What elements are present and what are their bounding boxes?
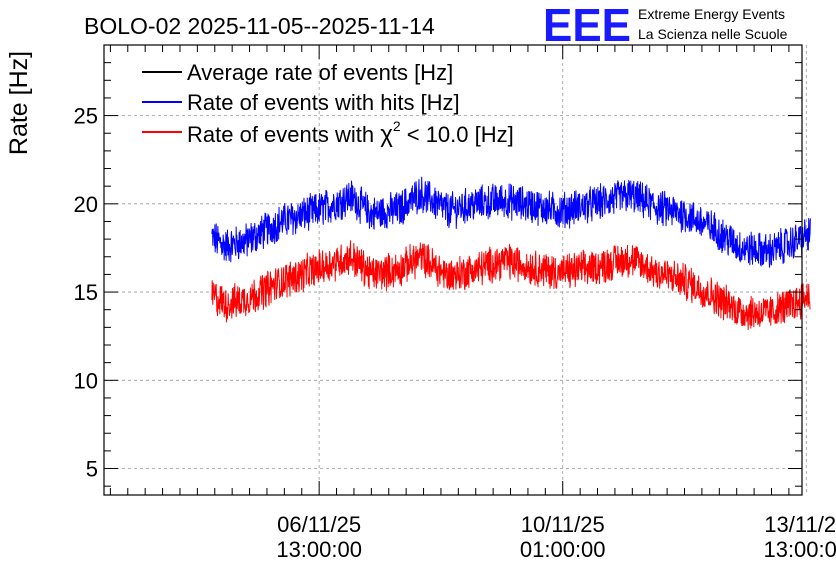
- y-tick-label: 20: [74, 192, 98, 217]
- y-tick-label: 10: [74, 368, 98, 393]
- series-line-1: [211, 176, 811, 268]
- chart-title: BOLO-02 2025-11-05--2025-11-14: [84, 13, 435, 39]
- x-tick-label-time: 13:00:00: [276, 537, 362, 562]
- legend-label-hits: Rate of events with hits [Hz]: [187, 90, 460, 115]
- legend: Average rate of events [Hz] Rate of even…: [142, 60, 514, 148]
- legend-label-average: Average rate of events [Hz]: [187, 60, 453, 85]
- series-layer: [211, 176, 811, 331]
- y-tick-label: 15: [74, 280, 98, 305]
- y-tick-labels: 5 10 15 20 25: [74, 104, 98, 482]
- series-line-2: [211, 240, 811, 331]
- logo-line2: La Scienza nelle Scuole: [638, 26, 788, 42]
- x-tick-label-time: 01:00:00: [520, 537, 606, 562]
- x-tick-labels: 06/11/2513:00:0010/11/2501:00:0013/11/25…: [276, 512, 836, 562]
- plot-frame: [103, 44, 803, 496]
- x-tick-label-date: 10/11/25: [521, 512, 605, 537]
- y-axis-label: Rate [Hz]: [5, 51, 33, 155]
- y-tick-label: 5: [86, 457, 98, 482]
- logo-mark: EEE: [543, 0, 631, 51]
- legend-label-chi2: Rate of events with χ2 < 10.0 [Hz]: [187, 118, 514, 148]
- x-tick-label-date: 13/11/25: [764, 512, 836, 537]
- x-tick-label-time: 13:00:00: [763, 537, 836, 562]
- x-tick-label-date: 06/11/25: [277, 512, 361, 537]
- axis-ticks: [104, 45, 802, 495]
- eee-logo: EEE Extreme Energy Events La Scienza nel…: [543, 0, 788, 51]
- y-tick-label: 25: [74, 104, 98, 129]
- logo-line1: Extreme Energy Events: [638, 6, 785, 22]
